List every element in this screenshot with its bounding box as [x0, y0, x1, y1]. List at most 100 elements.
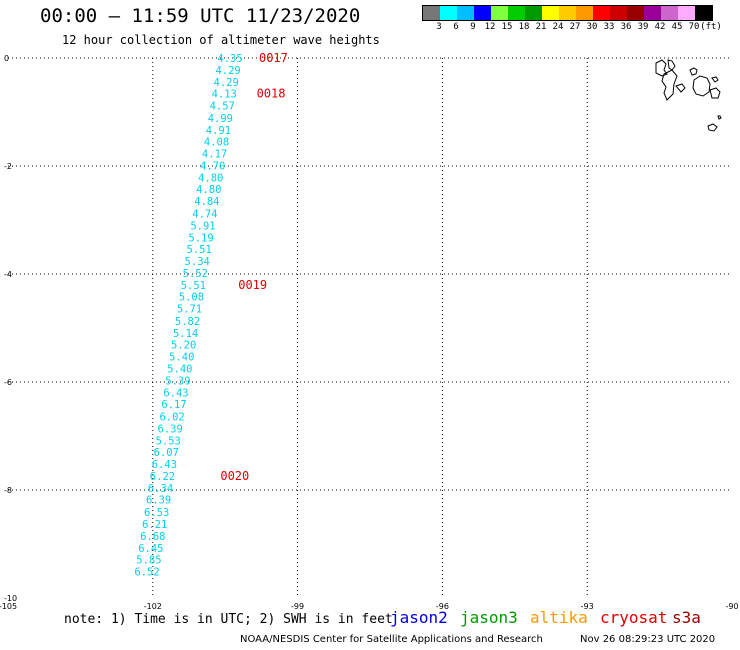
legend-label: 6 — [453, 22, 459, 32]
island-outline — [655, 59, 668, 77]
latitude-tick: -2 — [4, 162, 12, 171]
swh-value: 6.21 — [142, 519, 167, 531]
satellite-label: jason2 — [390, 608, 448, 627]
swh-value: 4.17 — [202, 149, 227, 161]
swh-value: 5.91 — [190, 220, 215, 232]
legend-label: 36 — [620, 22, 632, 32]
swh-value: 5.71 — [177, 304, 202, 316]
swh-value: 5.08 — [179, 292, 204, 304]
time-label: 0019 — [238, 278, 267, 292]
swh-value: 4.91 — [206, 125, 231, 137]
swh-value: 4.29 — [215, 65, 240, 77]
axis-tick-labels: -105 -102 -99 -96 -93 -90 0 -2 -4 -6 -8 -10 — [0, 54, 739, 611]
island-outline — [675, 83, 686, 93]
longitude-tick: -96 — [436, 602, 449, 611]
swh-value: 5.34 — [185, 256, 210, 268]
legend-swatch — [576, 6, 593, 20]
swh-value: 4.70 — [200, 160, 225, 172]
swh-value: 5.85 — [136, 555, 161, 567]
longitude-tick: -102 — [144, 602, 162, 611]
swh-value: 6.53 — [144, 507, 169, 519]
legend-label: 9 — [470, 22, 476, 32]
swh-value: 6.22 — [150, 471, 175, 483]
legend-label: 15 — [501, 22, 513, 32]
legend-label: 12 — [484, 22, 496, 32]
swh-value: 5.52 — [183, 268, 208, 280]
latitude-tick: -8 — [4, 486, 12, 495]
legend-swatch — [525, 6, 542, 20]
swh-value: 4.84 — [194, 196, 219, 208]
swh-value: 6.17 — [161, 399, 186, 411]
swh-value: 4.99 — [208, 113, 233, 125]
island-outline — [692, 75, 711, 97]
swh-value: 4.08 — [204, 137, 229, 149]
island-outline — [689, 67, 698, 76]
legend-swatch — [695, 6, 712, 20]
legend-swatch — [508, 6, 525, 20]
legend-label: 3 — [436, 22, 442, 32]
swh-value: 5.51 — [186, 244, 211, 256]
swh-value: 6.43 — [152, 459, 177, 471]
island-outline — [709, 87, 721, 99]
time-label: 0017 — [259, 51, 288, 65]
legend-label: 39 — [637, 22, 649, 32]
legend-label: 70 — [688, 22, 700, 32]
satellite-label: cryosat — [600, 608, 668, 627]
time-labels: 0017 0018 0019 0020 — [220, 51, 288, 483]
legend-swatch — [593, 6, 610, 20]
latitude-tick: -4 — [4, 270, 12, 279]
swh-value: 4.80 — [196, 184, 221, 196]
legend-swatch — [678, 6, 695, 20]
swh-value: 5.20 — [171, 340, 196, 352]
island-outline — [667, 59, 676, 71]
satellite-label: altika — [530, 608, 588, 627]
island-outline — [661, 69, 678, 101]
swh-value: 6.45 — [138, 543, 163, 555]
swh-value: 5.82 — [175, 316, 200, 328]
legend-label: 30 — [586, 22, 598, 32]
legend-label: 21 — [535, 22, 547, 32]
graticule — [8, 57, 732, 598]
color-legend-bar — [422, 5, 713, 21]
island-outline — [717, 115, 722, 120]
legend-swatch — [474, 6, 491, 20]
satellite-label: s3a — [672, 608, 701, 627]
legend-label: (ft) — [700, 22, 722, 32]
swh-value: 6.07 — [154, 447, 179, 459]
latitude-tick: 0 — [4, 54, 9, 63]
color-legend-labels: 3 6 9 12 15 18 21 24 27 30 33 36 39 42 45 70 (ft) — [422, 22, 740, 34]
longitude-tick: -90 — [725, 602, 738, 611]
swh-value: 6.43 — [163, 387, 188, 399]
legend-label: 27 — [569, 22, 581, 32]
swh-value: 6.52 — [134, 567, 159, 579]
legend-swatch — [644, 6, 661, 20]
swh-value: 5.14 — [173, 328, 198, 340]
legend-swatch — [610, 6, 627, 20]
wave-height-values: 4.354.294.294.134.574.994.914.084.174.70… — [134, 53, 242, 579]
legend-swatch — [491, 6, 508, 20]
units-note: note: 1) Time is in UTC; 2) SWH is in fe… — [64, 612, 393, 627]
swh-value: 5.39 — [165, 375, 190, 387]
legend-swatch — [627, 6, 644, 20]
legend-swatch — [559, 6, 576, 20]
legend-swatch — [661, 6, 678, 20]
latitude-tick: -10 — [4, 594, 17, 603]
map-subtitle: 12 hour collection of altimeter wave hei… — [62, 33, 380, 47]
swh-value: 4.57 — [210, 101, 235, 113]
swh-value: 6.39 — [146, 495, 171, 507]
swh-value: 4.80 — [198, 172, 223, 184]
swh-value: 5.19 — [188, 232, 213, 244]
swh-value: 6.34 — [148, 483, 173, 495]
legend-label: 24 — [552, 22, 564, 32]
legend-label: 45 — [671, 22, 683, 32]
footer-timestamp: Nov 26 08:29:23 UTC 2020 — [580, 634, 716, 645]
satellite-label: jason3 — [460, 608, 518, 627]
swh-value: 5.40 — [167, 364, 192, 376]
swh-value: 5.51 — [181, 280, 206, 292]
footer-organization: NOAA/NESDIS Center for Satellite Applica… — [240, 634, 543, 645]
legend-swatch — [423, 6, 440, 20]
legend-label: 33 — [603, 22, 615, 32]
longitude-tick: -93 — [581, 602, 594, 611]
legend-label: 18 — [518, 22, 530, 32]
